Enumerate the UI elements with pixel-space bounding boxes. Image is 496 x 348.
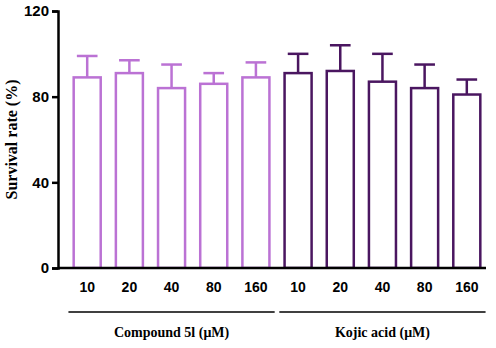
x-tick: 20 [122,279,138,295]
error-bar [372,54,393,82]
error-cap [372,53,393,56]
error-cap [161,63,182,66]
x-tick-label: 40 [164,279,180,295]
group-label: Compound 5l (μM) [114,325,230,341]
y-axis-line [52,12,59,269]
error-bar [77,56,98,77]
error-line [297,54,300,73]
error-line [381,54,384,82]
chart: 0 40 80 120 10 20 40 80 160 10 20 40 80 160 Compound 5… [0,0,496,348]
error-cap [456,78,477,81]
error-bar [288,54,309,73]
y-tick-label: 120 [24,2,49,19]
error-bar [414,65,435,89]
x-axis-line [58,267,486,270]
bar [200,84,227,268]
error-line [423,65,426,89]
x-tick-label: 40 [375,279,391,295]
x-tick: 10 [290,279,306,295]
x-tick: 10 [79,279,95,295]
error-line [86,56,89,77]
error-bar [119,60,140,73]
bar [369,82,396,268]
bar [74,77,101,268]
x-tick-label: 10 [290,279,306,295]
error-bar [161,65,182,89]
error-cap [77,55,98,58]
error-bar [456,80,477,95]
x-tick: 80 [417,279,433,295]
y-tick-mark [52,182,58,185]
x-tick-label: 10 [79,279,95,295]
error-bar [330,45,351,71]
error-line [339,45,342,71]
y-tick: 80 [32,88,58,105]
y-tick-mark [52,267,58,270]
y-tick-mark [52,96,58,99]
x-axis: 10 20 40 80 160 10 20 40 80 160 [58,268,486,295]
group-label: Kojic acid (μM) [335,325,430,341]
error-line [466,80,469,95]
bar [453,95,480,268]
error-cap [330,44,351,47]
y-tick: 40 [32,174,58,191]
error-cap [203,72,224,75]
x-tick-label: 20 [332,279,348,295]
y-tick-label: 80 [32,88,49,105]
bar [116,73,143,268]
error-cap [246,61,267,64]
y-tick-label: 0 [41,259,49,276]
y-tick-label: 40 [32,174,49,191]
y-axis: 0 40 80 120 [24,2,59,276]
group-line [68,311,274,313]
x-tick: 40 [164,279,180,295]
y-tick: 120 [24,2,58,19]
bar [158,88,185,268]
error-line [255,62,258,77]
error-cap [119,59,140,62]
plot-area [74,45,481,268]
error-bar [203,73,224,84]
x-tick: 160 [244,279,268,295]
x-tick-label: 160 [455,279,479,295]
error-cap [288,53,309,56]
y-tick: 0 [41,259,58,276]
error-line [128,60,131,73]
y-tick-mark [52,10,58,13]
x-tick: 40 [375,279,391,295]
error-line [170,65,173,89]
x-tick: 160 [455,279,479,295]
bar [285,73,312,268]
group-line [279,311,485,313]
x-tick: 80 [206,279,222,295]
bar [411,88,438,268]
x-tick-label: 80 [206,279,222,295]
x-tick-label: 80 [417,279,433,295]
y-axis-title: Survival rate (%) [3,80,21,200]
bar [327,71,354,268]
error-cap [414,63,435,66]
x-tick-label: 20 [122,279,138,295]
error-bar [246,62,267,77]
x-tick-label: 160 [244,279,268,295]
error-line [212,73,215,84]
bar [242,77,269,268]
x-tick: 20 [332,279,348,295]
